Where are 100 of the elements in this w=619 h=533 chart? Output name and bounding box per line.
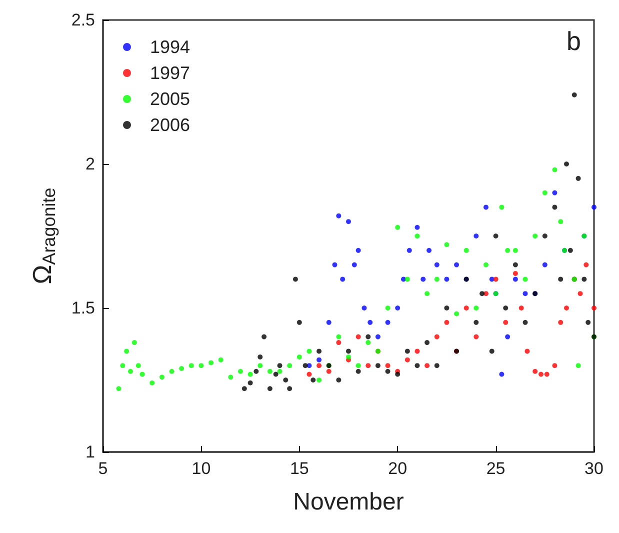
point [414, 224, 420, 230]
point [592, 306, 596, 310]
point [267, 368, 272, 374]
point [518, 306, 524, 310]
x-tick-label: 25 [486, 459, 506, 478]
point [346, 348, 351, 354]
point [582, 276, 587, 282]
point [558, 320, 564, 325]
point [552, 190, 558, 196]
point [159, 374, 164, 380]
point [434, 363, 440, 368]
point [483, 262, 488, 268]
x-tick-label: 10 [192, 459, 211, 478]
point [336, 334, 342, 340]
y-tick-label: 2.5 [71, 10, 95, 30]
point [512, 276, 518, 282]
point [340, 276, 346, 282]
point [316, 363, 322, 368]
point [248, 372, 253, 377]
point [366, 334, 371, 340]
point [385, 363, 390, 368]
point [120, 363, 126, 368]
point [375, 363, 380, 368]
point [316, 348, 322, 354]
point [434, 276, 440, 282]
point [444, 242, 450, 248]
point [544, 372, 550, 377]
y-axis-title: ΩAragonite [27, 188, 59, 284]
point [136, 363, 141, 368]
point [267, 386, 272, 392]
point [395, 372, 400, 377]
point [366, 340, 371, 346]
point [542, 234, 548, 238]
point [499, 372, 504, 377]
point [346, 354, 351, 360]
point [326, 320, 332, 325]
point [444, 276, 450, 282]
y-tick-label: 1.5 [71, 298, 95, 318]
point [568, 248, 573, 253]
point [242, 386, 247, 392]
legend-label: 1997 [150, 63, 190, 83]
x-tick-label: 30 [584, 459, 604, 478]
point [414, 234, 420, 238]
point [218, 357, 224, 362]
point [505, 334, 510, 340]
point [179, 366, 184, 371]
point [503, 320, 508, 325]
point [385, 306, 390, 310]
point [552, 363, 558, 368]
point [116, 386, 122, 392]
point [512, 270, 518, 276]
point [434, 334, 440, 340]
point [336, 378, 342, 382]
legend-label: 2006 [150, 115, 190, 135]
point [414, 348, 420, 354]
point [356, 248, 361, 253]
point [592, 204, 596, 210]
point [385, 368, 390, 374]
point [336, 340, 342, 346]
point [474, 320, 479, 325]
point [434, 262, 440, 268]
point [356, 334, 361, 340]
point [248, 380, 253, 386]
point [292, 276, 298, 282]
point [306, 348, 312, 354]
point [306, 372, 312, 377]
point [169, 368, 174, 374]
point [532, 234, 538, 238]
point [512, 262, 518, 268]
point [128, 368, 133, 374]
point [414, 363, 420, 368]
x-tick-label: 20 [388, 459, 408, 478]
point [277, 368, 282, 374]
point [474, 334, 479, 340]
point [542, 262, 548, 268]
point [404, 276, 410, 282]
point [444, 306, 450, 310]
point [356, 363, 361, 368]
point [368, 320, 373, 325]
point [444, 320, 450, 325]
point [316, 357, 322, 362]
point [326, 368, 332, 374]
point [336, 213, 342, 218]
point [522, 291, 528, 296]
point [287, 363, 292, 368]
point [572, 92, 577, 98]
point [140, 372, 145, 377]
point [296, 354, 302, 360]
point [198, 363, 204, 368]
point [542, 190, 548, 196]
x-axis-title: November [293, 488, 404, 516]
point [404, 348, 410, 354]
point [132, 340, 137, 346]
point [558, 219, 564, 224]
point [310, 378, 316, 382]
point [424, 340, 430, 346]
point [489, 348, 494, 354]
point [464, 248, 469, 253]
point [406, 248, 412, 253]
point [522, 320, 528, 325]
